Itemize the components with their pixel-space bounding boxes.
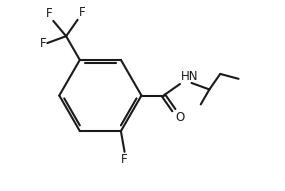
Text: HN: HN [181,70,198,83]
Text: F: F [78,6,85,19]
Text: F: F [121,153,128,166]
Text: O: O [175,111,184,124]
Text: F: F [46,7,52,20]
Text: F: F [40,36,46,49]
